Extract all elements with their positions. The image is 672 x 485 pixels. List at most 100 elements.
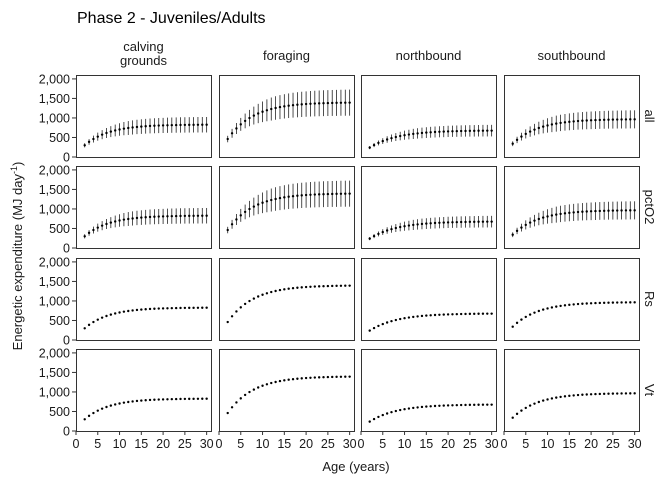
data-point (451, 130, 454, 133)
data-point (533, 219, 536, 222)
data-point (425, 405, 428, 408)
data-point (205, 123, 208, 126)
data-point (309, 376, 312, 379)
data-point (585, 393, 588, 396)
data-point (122, 218, 126, 221)
data-point (183, 397, 187, 401)
data-point (83, 235, 86, 238)
data-point (629, 392, 632, 395)
data-point (265, 292, 269, 295)
data-point (602, 118, 606, 122)
y-tick-label: 1,000 (39, 294, 70, 308)
data-point (92, 228, 95, 232)
data-point (291, 194, 295, 198)
data-point (581, 119, 584, 122)
data-point (188, 214, 191, 218)
data-point (304, 285, 308, 289)
strip-label-all: all (642, 109, 657, 122)
data-point (546, 124, 549, 127)
data-point (490, 403, 493, 406)
y-tick-label: 1,000 (39, 385, 70, 399)
data-point (96, 226, 99, 229)
data-point (616, 209, 619, 212)
data-point (629, 209, 632, 212)
data-point (442, 313, 445, 316)
data-point (403, 408, 406, 411)
data-point (429, 222, 432, 225)
panel-border (219, 349, 355, 432)
data-point (372, 143, 376, 147)
data-point (205, 214, 208, 217)
data-point (243, 119, 247, 123)
data-point (442, 404, 445, 407)
x-tick-label: 10 (256, 437, 270, 451)
data-point (546, 215, 549, 218)
x-tick-label: 0 (216, 437, 223, 451)
panel-Vt-foraging (219, 349, 355, 432)
data-point (481, 129, 485, 132)
data-point (265, 200, 269, 203)
data-point (348, 192, 351, 195)
data-point (581, 302, 584, 305)
data-point (425, 131, 428, 134)
x-tick-label: 5 (379, 437, 386, 451)
data-point (196, 214, 200, 217)
data-point (429, 405, 432, 408)
data-point (230, 132, 234, 135)
data-point (113, 403, 117, 406)
data-point (390, 227, 393, 231)
y-tick-label: 1,500 (39, 92, 70, 106)
data-point (416, 132, 419, 135)
data-point (546, 398, 549, 401)
data-point (183, 214, 187, 218)
data-point (196, 397, 200, 400)
data-point (135, 216, 139, 220)
data-point (477, 312, 480, 315)
data-point (464, 220, 467, 224)
data-point (313, 376, 317, 379)
y-tick-label: 500 (49, 314, 70, 328)
data-point (335, 101, 338, 105)
data-point (339, 375, 343, 378)
data-point (105, 131, 108, 135)
y-tick-label: 0 (63, 151, 70, 165)
data-point (416, 223, 419, 226)
data-point (278, 288, 282, 292)
data-point (515, 412, 519, 416)
data-point (256, 203, 260, 206)
data-point (520, 409, 523, 412)
x-axis-label: Age (years) (322, 459, 389, 474)
data-point (344, 101, 347, 104)
data-point (344, 192, 347, 195)
data-point (611, 118, 615, 121)
strip-label-Rs: Rs (642, 291, 657, 307)
data-point (385, 321, 389, 324)
data-point (464, 312, 467, 316)
data-point (188, 397, 191, 401)
data-point (252, 388, 256, 391)
data-point (620, 301, 623, 304)
data-point (633, 301, 636, 304)
panel-Rs-foraging (219, 258, 355, 341)
data-point (607, 301, 610, 304)
data-point (274, 197, 277, 201)
data-point (611, 301, 615, 304)
data-point (589, 393, 593, 396)
data-point (368, 420, 371, 423)
data-point (313, 285, 317, 288)
data-point (616, 301, 619, 304)
data-point (537, 217, 541, 221)
data-point (524, 315, 527, 319)
data-point (550, 123, 554, 126)
data-point (425, 222, 428, 225)
data-point (555, 213, 558, 216)
data-point (278, 379, 282, 383)
data-point (153, 124, 156, 127)
data-point (278, 105, 282, 109)
data-point (624, 118, 628, 121)
data-point (576, 210, 580, 214)
data-point (235, 310, 238, 313)
data-point (372, 326, 376, 330)
data-point (170, 306, 174, 310)
